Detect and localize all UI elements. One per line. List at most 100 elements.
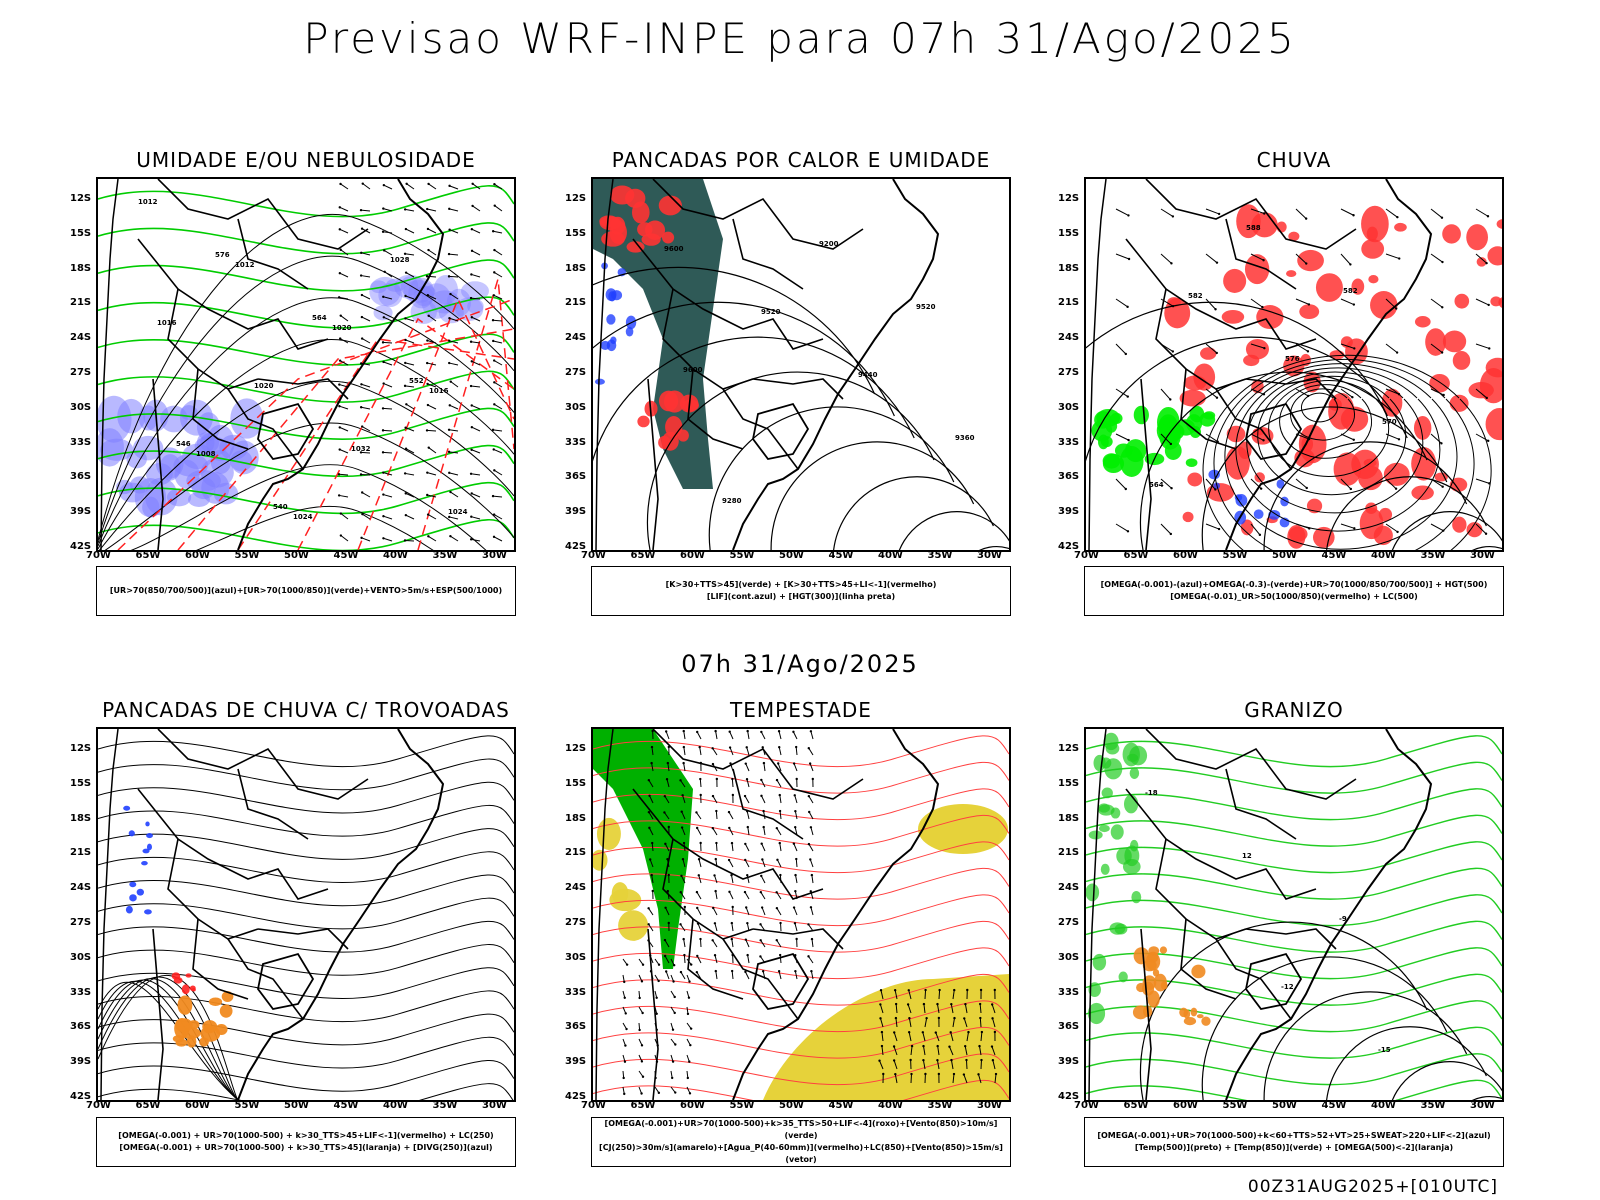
lat-tick-label: 18S	[565, 812, 587, 824]
footer-run-label: 00Z31AUG2025+[010UTC]	[1247, 1177, 1498, 1197]
contour-label: 564	[312, 314, 327, 322]
lat-tick-label: 42S	[70, 1091, 92, 1102]
lon-tick-label: 55W	[234, 1100, 260, 1111]
lat-tick-label: 30S	[70, 401, 92, 413]
lon-tick-label: 30W	[977, 1100, 1002, 1111]
lon-tick-label: 55W	[234, 550, 260, 561]
lat-tick-label: 42S	[1058, 1091, 1080, 1102]
contour-label: 1020	[332, 324, 352, 332]
lon-tick-label: 70W	[86, 1100, 111, 1111]
contour-label: 9440	[858, 371, 878, 379]
lon-tick-label: 65W	[1123, 1100, 1149, 1111]
lon-tick-label: 50W	[284, 550, 309, 561]
contour-label: 1032	[351, 445, 371, 453]
lon-tick-label: 55W	[1222, 550, 1248, 561]
contour-label: 582	[1188, 292, 1203, 300]
legend-line: [UR>70(850/700/500)](azul)+[UR>70(1000/8…	[109, 586, 503, 595]
map-canvas: 9600 9520 9440 9360 9280 9200 9520 9600	[593, 179, 1009, 550]
contour-label: 1024	[448, 508, 468, 516]
lon-tick-label: 65W	[1123, 550, 1149, 561]
lat-tick-label: 18S	[565, 262, 587, 274]
lat-tick-label: 18S	[1058, 812, 1080, 824]
lat-tick-label: 39S	[1058, 1056, 1080, 1068]
lon-tick-label: 45W	[1321, 550, 1347, 561]
lat-tick-label: 18S	[70, 262, 92, 274]
lat-tick-label: 33S	[70, 986, 92, 998]
panel-title-storm: TEMPESTADE	[730, 698, 872, 722]
legend-line: [OMEGA(-0.01)_UR>50(1000/850)(vermelho) …	[1170, 592, 1418, 601]
lon-tick-label: 50W	[779, 1100, 804, 1111]
panel-title-rain: CHUVA	[1256, 148, 1332, 172]
legend-line: [OMEGA(-0.001)+UR>70(1000-500)+k>35_TTS>…	[604, 1119, 998, 1140]
map-canvas	[98, 729, 514, 1100]
lat-tick-label: 15S	[1058, 227, 1080, 239]
contour-label: -12	[1281, 983, 1294, 991]
contour-label: 9520	[916, 303, 936, 311]
lat-tick-label: 39S	[70, 506, 92, 518]
lat-tick-label: 36S	[1058, 471, 1080, 483]
lat-tick-label: 33S	[565, 436, 587, 448]
panel-title-thunderstorms: PANCADAS DE CHUVA C/ TROVOADAS	[102, 698, 510, 722]
contour-label: -18	[1145, 789, 1158, 797]
lat-tick-label: 18S	[70, 812, 92, 824]
legend-hail: [OMEGA(-0.001)+UR>70(1000-500)+k<60+TTS>…	[1084, 1117, 1504, 1167]
lon-tick-label: 55W	[729, 1100, 755, 1111]
lon-tick-label: 30W	[482, 550, 507, 561]
legend-storm: [OMEGA(-0.001)+UR>70(1000-500)+k>35_TTS>…	[591, 1117, 1011, 1167]
legend-line: [K>30+TTS>45](verde) + [K>30+TTS>45+LI<-…	[665, 580, 937, 589]
lat-tick-label: 36S	[565, 471, 587, 483]
main-title: Previsao WRF-INPE para 07h 31/Ago/2025	[303, 14, 1297, 63]
lat-tick-label: 24S	[70, 332, 92, 344]
lat-tick-label: 15S	[70, 777, 92, 789]
contour-label: 564	[1149, 481, 1164, 489]
lat-tick-label: 24S	[1058, 332, 1080, 344]
contour-label: 588	[1246, 224, 1261, 232]
contour-label: 9600	[683, 366, 703, 374]
legend-line: [Temp(500)](preto) + [Temp(850)](verde) …	[1134, 1143, 1454, 1152]
contour-label: 1028	[390, 256, 410, 264]
lat-tick-label: 21S	[70, 297, 92, 309]
lat-tick-label: 15S	[70, 227, 92, 239]
lat-tick-label: 12S	[565, 193, 587, 204]
map-heat-showers: 9600 9520 9440 9360 9280 9200 9520 9600	[591, 177, 1011, 552]
lon-tick-label: 50W	[779, 550, 804, 561]
lon-tick-label: 30W	[1470, 550, 1495, 561]
contour-label: 546	[176, 440, 191, 448]
lat-tick-label: 36S	[1058, 1021, 1080, 1033]
lat-tick-label: 27S	[70, 917, 92, 928]
contour-label: 552	[409, 377, 424, 385]
mid-title: 07h 31/Ago/2025	[681, 650, 919, 678]
lat-tick-label: 12S	[1058, 193, 1080, 204]
lat-tick-label: 21S	[1058, 847, 1080, 859]
legend-line: [OMEGA(-0.001) + UR>70(1000-500) + k>30_…	[118, 1131, 494, 1140]
lon-tick-label: 35W	[432, 550, 458, 561]
lon-tick-label: 65W	[630, 1100, 656, 1111]
lat-tick-label: 33S	[1058, 436, 1080, 448]
contour-label: 570	[1382, 418, 1397, 426]
lon-tick-label: 65W	[135, 1100, 161, 1111]
map-humidity: 1012 1012 1020 1016 1008 1024 1028 1016 1020 1032…	[96, 177, 516, 552]
contour-label: 576	[1285, 355, 1300, 363]
lon-tick-label: 70W	[1074, 550, 1099, 561]
lat-tick-label: 15S	[565, 227, 587, 239]
map-canvas: 1012 1012 1020 1016 1008 1024 1028 1016 1020 1032…	[98, 179, 514, 550]
panel-title-humidity: UMIDADE E/OU NEBULOSIDADE	[136, 148, 476, 172]
lat-tick-label: 21S	[70, 847, 92, 859]
legend-line: [OMEGA(-0.001) + UR>70(1000-500) + k>30_…	[119, 1143, 493, 1152]
lon-tick-label: 60W	[680, 1100, 705, 1111]
legend-line: [OMEGA(-0.001)+UR>70(1000-500)+k<60+TTS>…	[1097, 1131, 1491, 1140]
lat-tick-label: 15S	[1058, 777, 1080, 789]
map-rain: 582 576 570 564 588 582	[1084, 177, 1504, 552]
contour-label: 9520	[761, 308, 781, 316]
lon-tick-label: 30W	[482, 1100, 507, 1111]
lon-tick-label: 65W	[630, 550, 656, 561]
lon-tick-label: 35W	[927, 1100, 953, 1111]
lon-tick-label: 40W	[383, 550, 408, 561]
lon-tick-label: 40W	[1371, 1100, 1396, 1111]
lat-tick-label: 24S	[565, 882, 587, 894]
lat-tick-label: 42S	[1058, 541, 1080, 552]
legend-thunderstorms: [OMEGA(-0.001) + UR>70(1000-500) + k>30_…	[96, 1117, 516, 1167]
lat-tick-label: 30S	[565, 401, 587, 413]
contour-label: 1008	[196, 450, 216, 458]
lon-tick-label: 40W	[1371, 550, 1396, 561]
